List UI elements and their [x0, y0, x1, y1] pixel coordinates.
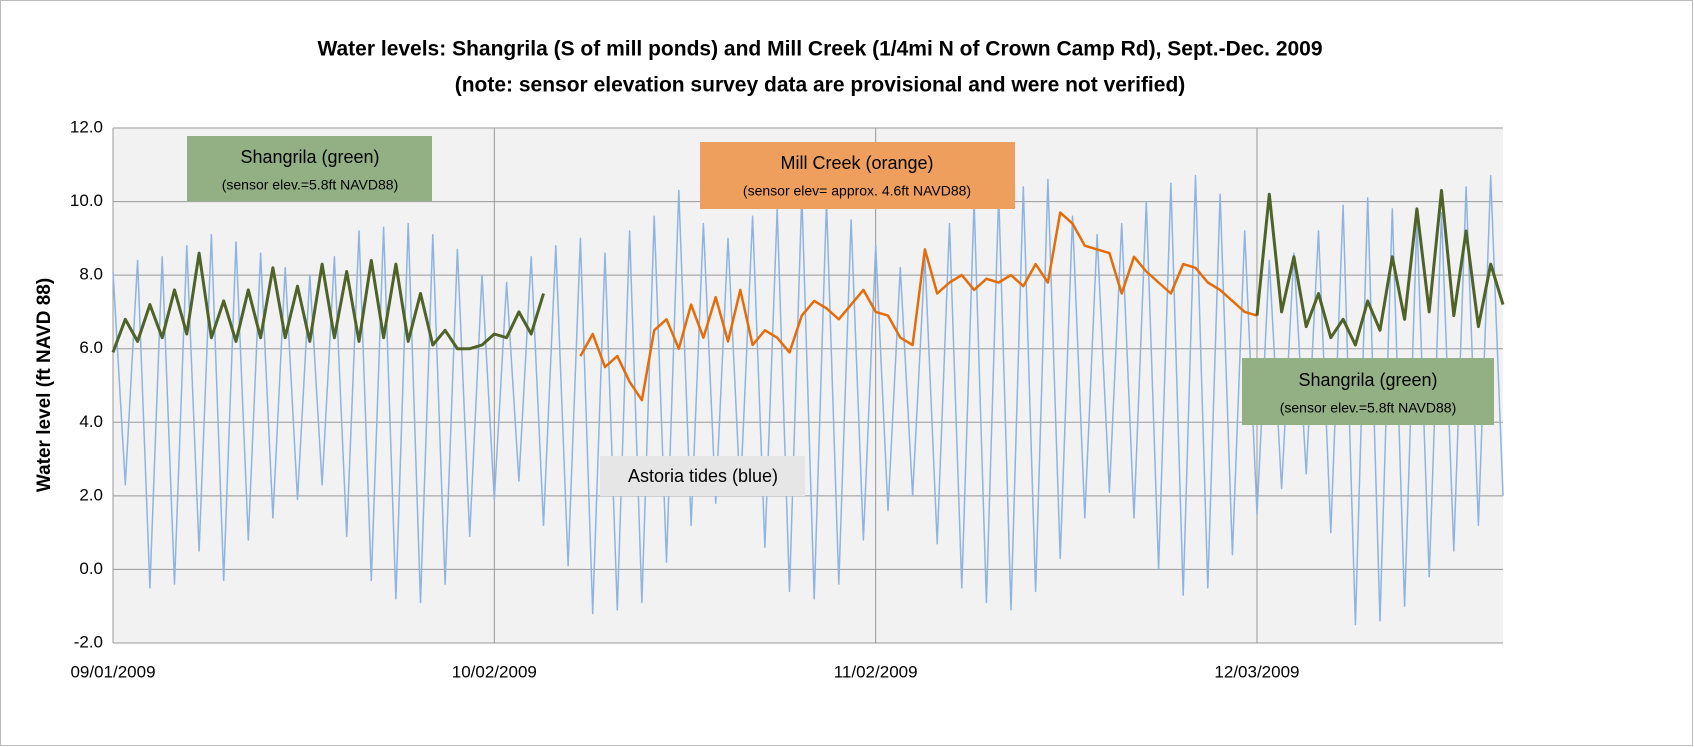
series-line — [111, 189, 1505, 353]
annotation-box — [187, 136, 432, 201]
y-tick-label: -2.0 — [74, 632, 103, 651]
annotation: Astoria tides (blue) — [600, 456, 805, 496]
lines — [111, 175, 1505, 626]
annotation-note: (sensor elev.=5.8ft NAVD88) — [222, 177, 399, 193]
x-tick-label: 12/03/2009 — [1214, 662, 1299, 681]
y-tick-label: 2.0 — [79, 485, 103, 504]
annotation: Shangrila (green) (sensor elev.=5.8ft NA… — [187, 136, 432, 201]
y-tick-label: 4.0 — [79, 412, 103, 431]
annotation-text: Mill Creek (orange) — [780, 153, 933, 173]
y-tick-label: 6.0 — [79, 338, 103, 357]
annotation: Shangrila (green) (sensor elev.=5.8ft NA… — [1242, 358, 1494, 425]
y-tick-label: 0.0 — [79, 559, 103, 578]
annotation-text: Shangrila (green) — [1298, 370, 1437, 390]
chart-title: Water levels: Shangrila (S of mill ponds… — [317, 38, 1322, 61]
chart-subtitle: (note: sensor elevation survey data are … — [455, 74, 1186, 97]
annotation-box — [700, 142, 1015, 209]
annotation-text: Shangrila (green) — [240, 147, 379, 167]
series-line — [579, 211, 1258, 402]
x-tick-label: 09/01/2009 — [70, 662, 155, 681]
y-axis-label: Water level (ft NAVD 88) — [34, 278, 55, 492]
x-tick-label: 11/02/2009 — [834, 662, 918, 681]
annotation: Mill Creek (orange) (sensor elev= approx… — [700, 142, 1015, 209]
series-line — [112, 175, 1504, 626]
y-tick-label: 10.0 — [70, 191, 103, 210]
annotation-note: (sensor elev= approx. 4.6ft NAVD88) — [743, 183, 971, 199]
y-tick-label: 12.0 — [70, 117, 103, 136]
annotation-text: Astoria tides (blue) — [628, 466, 778, 486]
annotation-box — [600, 456, 805, 496]
annotation-box — [1242, 358, 1494, 425]
y-tick-label: 8.0 — [79, 265, 103, 284]
x-tick-label: 10/02/2009 — [452, 662, 537, 681]
annotation-note: (sensor elev.=5.8ft NAVD88) — [1280, 400, 1457, 416]
